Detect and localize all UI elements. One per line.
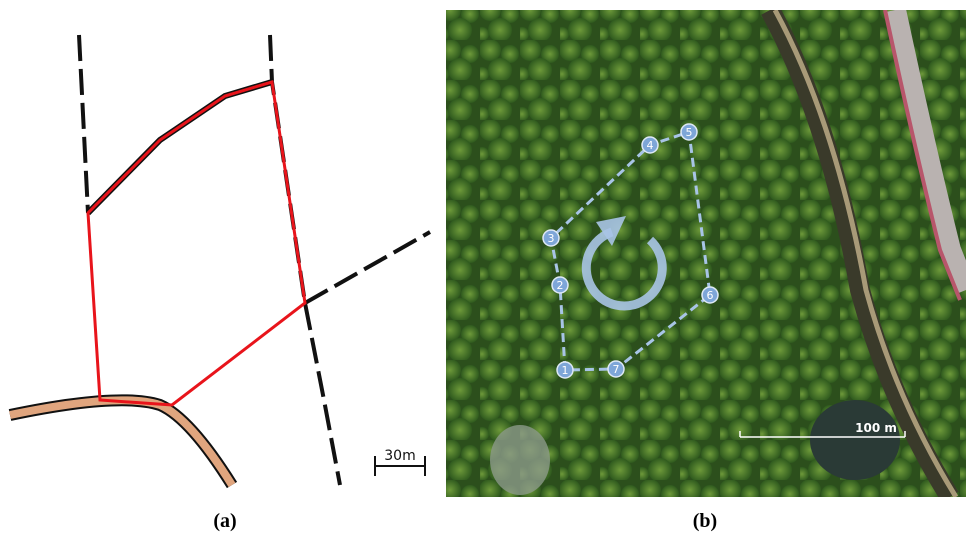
waypoint-label: 1 — [562, 364, 569, 377]
panel-label: (a) — [213, 510, 236, 532]
waypoint-label: 5 — [686, 126, 693, 139]
satellite-panel: 1 2 3 4 5 6 7 100 m — [446, 10, 966, 497]
map-background — [0, 0, 440, 497]
waypoint-label: 3 — [548, 232, 555, 245]
pond — [810, 400, 900, 480]
waypoint-label: 7 — [613, 363, 620, 376]
clearing — [490, 425, 550, 495]
panel-label: (b) — [693, 510, 717, 532]
waypoint-label: 6 — [707, 289, 714, 302]
map-panel: 30m — [0, 0, 440, 497]
scale-label: 100 m — [855, 421, 897, 435]
waypoint-label: 2 — [557, 279, 564, 292]
waypoint-label: 4 — [647, 139, 654, 152]
scale-label: 30m — [384, 448, 415, 464]
figure: 30m 1 2 3 4 5 6 7 100 m (a) (b) — [0, 0, 966, 536]
